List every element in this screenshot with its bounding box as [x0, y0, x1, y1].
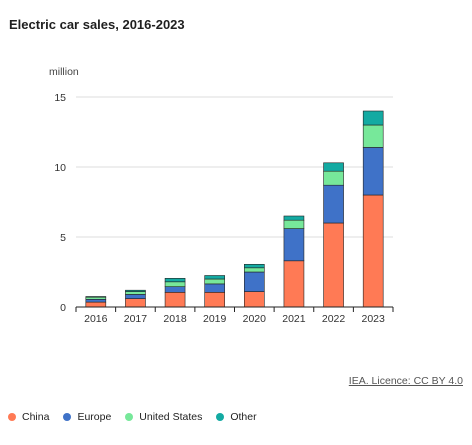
bar-segment	[85, 296, 107, 298]
bar-segment	[362, 194, 384, 308]
bar-segment	[323, 170, 344, 186]
bar-segment	[362, 124, 384, 148]
x-tick-label: 2018	[163, 313, 187, 325]
legend-label-united-states: United States	[139, 411, 203, 423]
bar-segment	[323, 222, 344, 308]
legend-item-other[interactable]: Other	[216, 411, 257, 423]
bar-segment	[283, 260, 305, 308]
bar-segment	[362, 147, 384, 196]
y-tick-label: 0	[60, 302, 66, 314]
legend-item-china[interactable]: China	[8, 411, 49, 423]
x-tick-label: 2016	[84, 313, 108, 325]
bar-segment	[244, 291, 265, 308]
bar-segment	[244, 267, 265, 273]
x-tick-label: 2019	[203, 313, 227, 325]
y-tick-label: 10	[54, 162, 66, 174]
bar-segment	[323, 184, 344, 224]
bar-segment	[164, 281, 186, 287]
legend-item-united-states[interactable]: United States	[125, 411, 202, 423]
legend-dot-united-states-icon	[125, 413, 134, 421]
legend-dot-china-icon	[8, 413, 16, 421]
bar-segment	[164, 277, 186, 283]
legend-dot-other-icon	[216, 413, 225, 421]
y-tick-label: 15	[54, 92, 66, 104]
source-licence-link[interactable]: IEA. Licence: CC BY 4.0	[348, 375, 463, 387]
y-axis-unit-label: million	[49, 66, 79, 78]
bar-segment	[164, 286, 186, 293]
bar-segment	[125, 291, 146, 295]
legend-item-europe[interactable]: Europe	[63, 411, 111, 423]
bar-segment	[244, 271, 265, 292]
x-tick-label: 2022	[322, 313, 346, 325]
x-tick-label: 2017	[124, 313, 148, 325]
bar-segment	[283, 228, 305, 262]
legend-label-europe: Europe	[77, 411, 112, 423]
bar-segment	[204, 291, 225, 308]
bar-segment	[125, 289, 146, 292]
chart-title: Electric car sales, 2016-2023	[9, 17, 185, 32]
stacked-bar-chart: 0 5 10 15 2016 2017 2018 2019 2020 2021 2022 2023	[54, 92, 394, 325]
y-tick-label: 5	[60, 232, 66, 244]
bar-segment	[244, 263, 265, 269]
legend-label-china: China	[22, 411, 50, 423]
x-tick-label: 2021	[282, 313, 306, 325]
bar-segment	[85, 298, 107, 303]
bar-segment	[125, 294, 146, 299]
legend-dot-europe-icon	[63, 413, 72, 421]
bar-segment	[204, 278, 225, 285]
legend-label-other: Other	[230, 411, 257, 423]
bar-segment	[164, 291, 186, 308]
bar-segment	[125, 298, 146, 308]
bar-segment	[85, 296, 107, 300]
bar-segment	[323, 162, 344, 172]
chart-legend: China Europe United States Other	[8, 411, 257, 423]
x-tick-label: 2020	[243, 313, 267, 325]
bar-segment	[283, 219, 305, 229]
x-tick-label: 2023	[362, 313, 386, 325]
bar-segment	[283, 215, 305, 221]
bar-segment	[362, 110, 384, 126]
bar-segment	[204, 275, 225, 280]
bar-segment	[85, 301, 107, 308]
bar-segment	[204, 283, 225, 293]
